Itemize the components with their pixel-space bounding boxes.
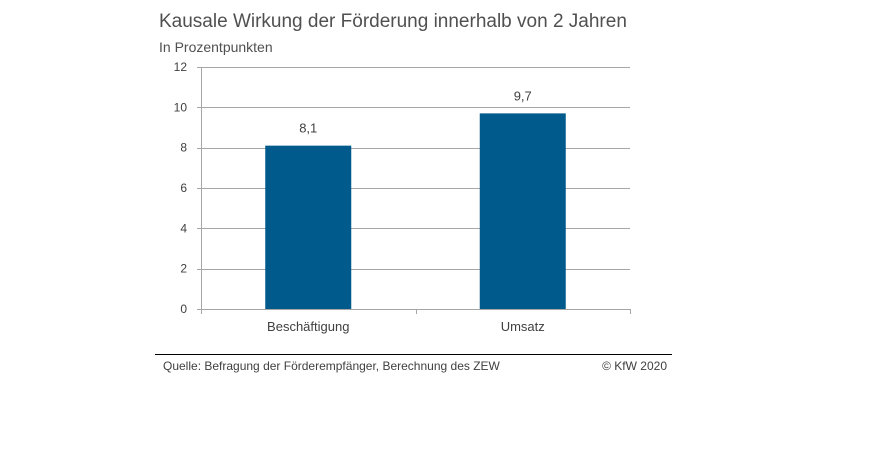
x-tick-label: Beschäftigung bbox=[267, 319, 349, 334]
source-note: Quelle: Befragung der Förderempfänger, B… bbox=[163, 359, 500, 373]
y-tick-label: 8 bbox=[180, 141, 187, 155]
y-tick-label: 4 bbox=[180, 221, 187, 235]
y-tick-label: 10 bbox=[174, 100, 188, 114]
copyright-note: © KfW 2020 bbox=[602, 359, 667, 373]
bar bbox=[265, 145, 352, 309]
y-tick-label: 2 bbox=[180, 262, 187, 276]
chart-subtitle: In Prozentpunkten bbox=[159, 39, 273, 55]
data-label: 8,1 bbox=[299, 121, 317, 136]
data-label: 9,7 bbox=[514, 88, 532, 103]
labels: 0 2 4 6 8 10 12 8,1 Beschäftigung 9,7 Umsatz bbox=[174, 60, 545, 334]
y-tick-label: 6 bbox=[180, 181, 187, 195]
bars bbox=[265, 113, 566, 309]
footer-divider bbox=[155, 354, 672, 355]
x-tick-label: Umsatz bbox=[501, 319, 545, 334]
y-tick-label: 12 bbox=[174, 60, 188, 74]
bar bbox=[479, 113, 566, 309]
chart-title: Kausale Wirkung der Förderung innerhalb … bbox=[159, 11, 627, 32]
y-tick-label: 0 bbox=[180, 302, 187, 316]
axes bbox=[197, 67, 631, 314]
